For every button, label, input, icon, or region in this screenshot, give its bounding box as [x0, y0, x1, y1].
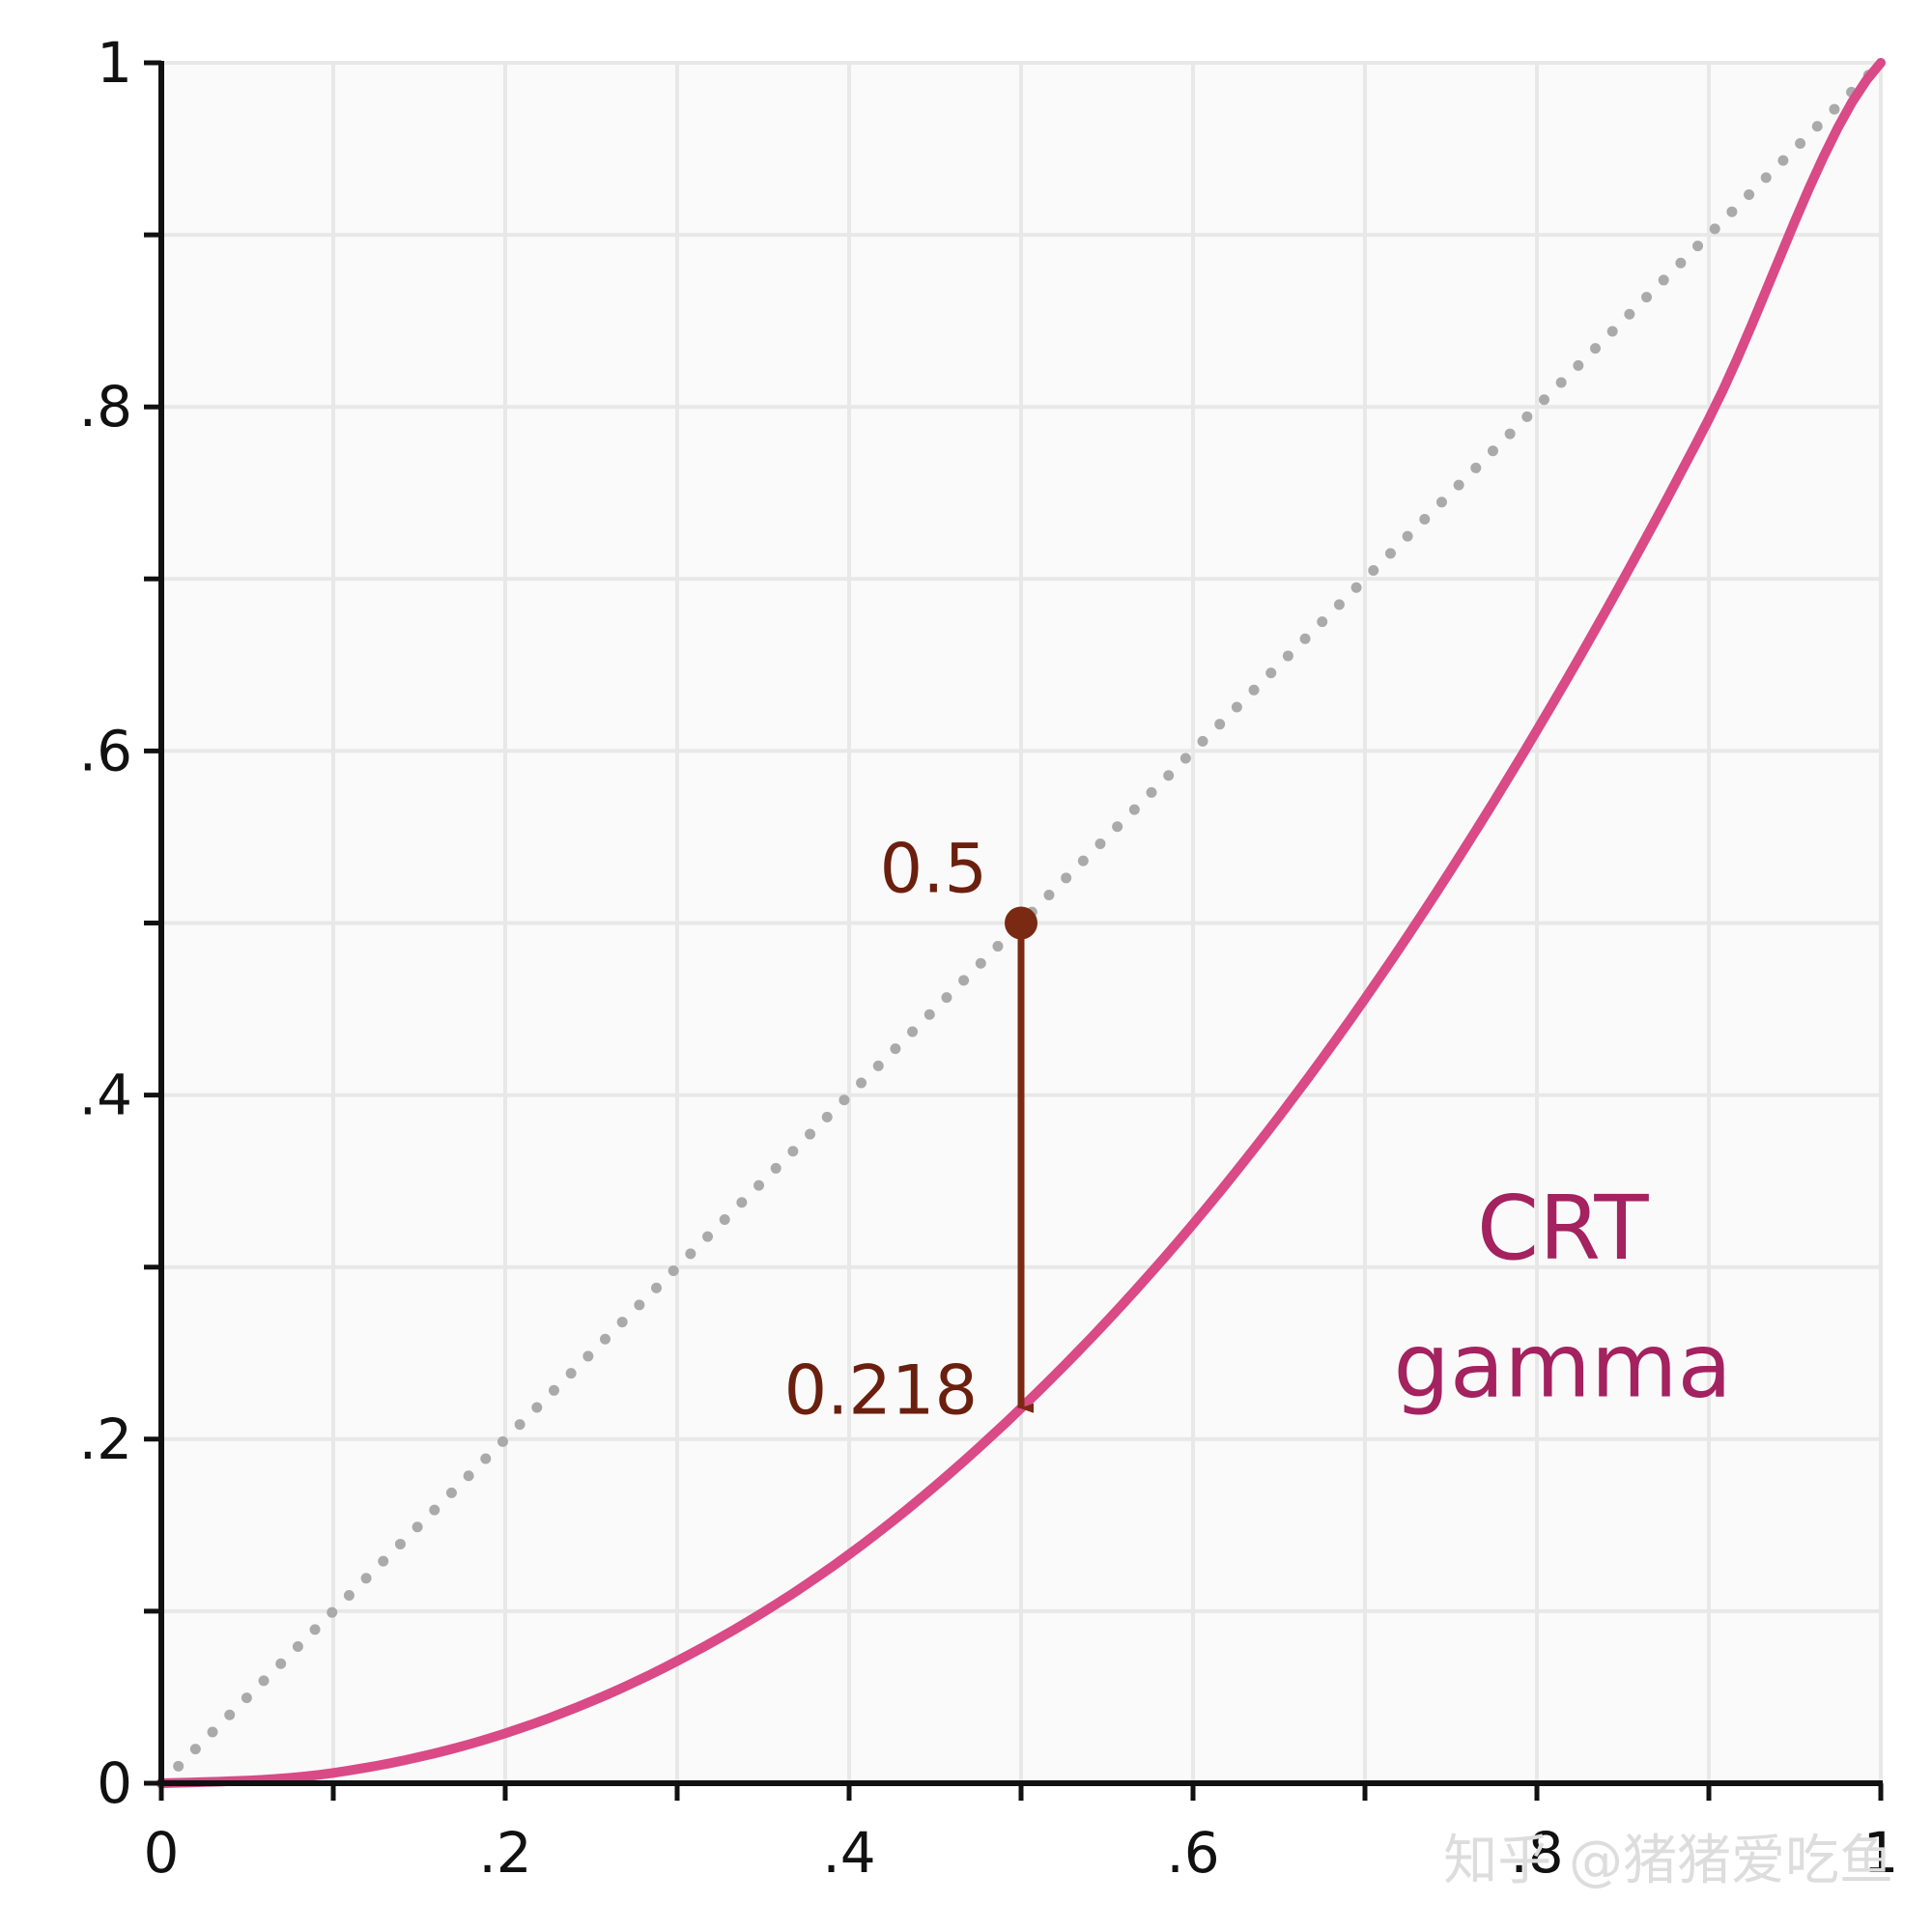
x-tick-label: .4	[822, 1820, 875, 1886]
y-tick-label: .4	[79, 1063, 132, 1128]
y-tick-label: .8	[79, 374, 132, 440]
y-tick-label: 0	[97, 1750, 132, 1816]
series-label-crt: CRT	[1477, 1177, 1649, 1280]
x-tick-label: .2	[478, 1820, 531, 1886]
watermark-text: 知乎 @猪猪爱吃鱼	[1443, 1830, 1893, 1892]
series-linear-line	[156, 57, 1887, 1789]
annotation-arrow-label: 0.218	[784, 1351, 978, 1431]
y-tick-label: .6	[79, 718, 132, 783]
x-tick-label: .6	[1166, 1820, 1219, 1886]
y-tick-label: .2	[79, 1406, 132, 1472]
annotation-point-label: 0.5	[880, 830, 987, 909]
annotation-point	[1005, 906, 1037, 940]
tick-labels: 0 .2 .4 .6 .8 1 0 .2 .4 .6 .8 1	[79, 30, 1899, 1886]
y-tick-label: 1	[97, 30, 132, 96]
axes	[144, 60, 1884, 1801]
x-tick-label: 1	[1863, 1820, 1899, 1886]
x-tick-label: 0	[144, 1820, 180, 1886]
x-tick-label: .8	[1510, 1820, 1563, 1886]
series-label-gamma: gamma	[1394, 1314, 1732, 1417]
annotation-layer: 0.5 0.218 CRT gamma	[784, 830, 1732, 1431]
